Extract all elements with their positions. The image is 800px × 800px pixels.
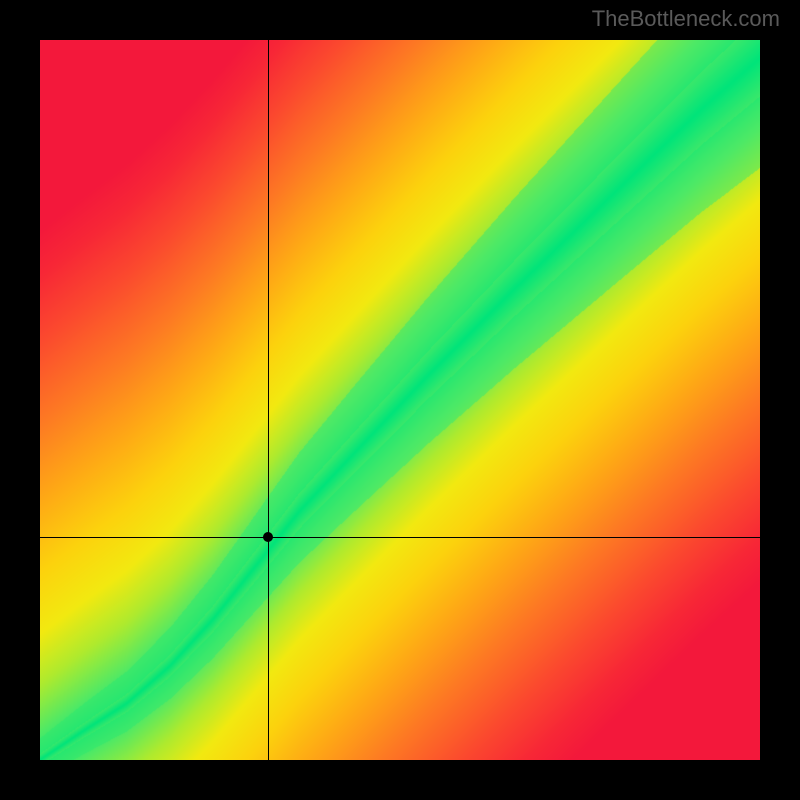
plot-area — [40, 40, 760, 760]
marker-dot — [263, 532, 273, 542]
heatmap-canvas — [40, 40, 760, 760]
crosshair-vertical — [268, 40, 269, 760]
crosshair-horizontal — [40, 537, 760, 538]
chart-frame: TheBottleneck.com — [0, 0, 800, 800]
watermark-text: TheBottleneck.com — [592, 6, 780, 32]
